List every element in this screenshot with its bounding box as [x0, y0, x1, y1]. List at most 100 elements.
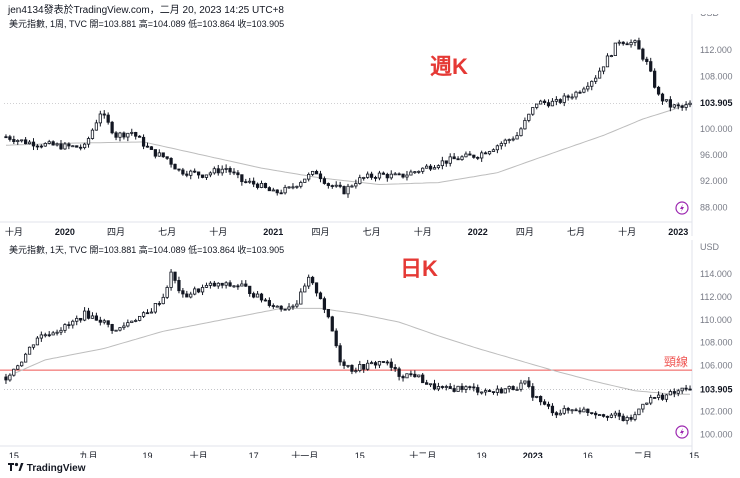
candle-body — [515, 135, 519, 140]
candle-body — [204, 284, 209, 288]
candle-body — [43, 143, 47, 147]
candle-body — [248, 285, 252, 294]
candle-body — [637, 40, 641, 50]
x-tick-label: 十月 — [209, 226, 227, 236]
candle-body — [228, 282, 232, 287]
candle-body — [189, 170, 193, 176]
moving-average-line — [5, 102, 691, 186]
candle-body — [594, 77, 598, 82]
candle-body — [161, 152, 165, 158]
candle-body — [122, 325, 126, 329]
candle-body — [362, 176, 366, 179]
candle-body — [664, 394, 669, 400]
candle-body — [259, 293, 264, 301]
candle-body — [141, 312, 146, 317]
candle-body — [314, 282, 319, 294]
candle-body — [554, 99, 558, 102]
candle-body — [181, 169, 185, 175]
candle-body — [629, 417, 633, 420]
candle-body — [208, 282, 213, 286]
candle-body — [165, 156, 169, 159]
candle-body — [55, 143, 59, 146]
candle-body — [511, 138, 515, 141]
candle-body — [358, 177, 362, 184]
chart-title: 週K — [430, 54, 468, 79]
candle-body — [31, 141, 36, 147]
candle-body — [177, 168, 181, 171]
candle-body — [204, 174, 209, 178]
candle-body — [47, 334, 51, 337]
candle-body — [460, 156, 464, 160]
y-tick-label: 108.000 — [700, 71, 733, 81]
x-tick-label: 四月 — [107, 227, 125, 236]
footer-brand[interactable]: TradingView — [8, 462, 86, 474]
candle-body — [546, 403, 551, 407]
candle-body — [425, 382, 429, 385]
candle-body — [629, 42, 633, 46]
candle-body — [220, 168, 224, 174]
candle-body — [236, 285, 240, 288]
candle-body — [558, 412, 562, 416]
candle-body — [299, 291, 303, 305]
x-tick-label: 2023 — [668, 227, 688, 236]
candle-body — [377, 361, 382, 366]
candle-body — [660, 93, 665, 102]
candle-body — [487, 390, 492, 392]
y-tick-label: 96.000 — [700, 150, 728, 160]
flash-badge-icon — [675, 425, 689, 439]
candle-body — [401, 376, 405, 379]
candle-body — [291, 186, 295, 189]
candle-body — [350, 185, 354, 188]
weekly-chart[interactable]: USD88.00092.00096.000100.000104.000108.0… — [0, 8, 740, 240]
candle-body — [562, 95, 566, 103]
x-tick-label: 十月 — [190, 450, 208, 458]
candle-body — [94, 315, 99, 321]
candle-body — [472, 154, 476, 158]
candle-body — [507, 139, 511, 141]
candle-body — [342, 186, 346, 195]
candle-body — [181, 290, 185, 295]
candle-body — [346, 185, 350, 195]
candle-body — [672, 104, 676, 108]
candle-body — [660, 394, 665, 400]
candle-body — [594, 412, 598, 416]
candle-body — [153, 303, 157, 313]
candle-body — [582, 408, 586, 413]
candle-body — [503, 139, 507, 144]
candle-body — [263, 182, 268, 188]
candle-body — [597, 70, 602, 79]
candle-body — [149, 146, 154, 150]
candle-body — [12, 139, 16, 142]
weekly-chart-panel: 美元指數, 1周, TVC 開=103.881 高=104.089 低=103.… — [0, 8, 740, 240]
candle-body — [507, 386, 511, 390]
candle-body — [86, 310, 91, 319]
candle-body — [334, 330, 338, 347]
candle-body — [409, 373, 413, 376]
candle-body — [625, 43, 629, 46]
candle-body — [574, 91, 578, 98]
daily-chart[interactable]: USD100.000102.000104.000106.000108.00011… — [0, 240, 740, 464]
candle-body — [263, 299, 268, 302]
candle-body — [193, 288, 197, 295]
x-tick-label: 16 — [583, 451, 593, 458]
candle-body — [193, 170, 197, 173]
candle-body — [354, 183, 358, 187]
candle-body — [240, 174, 244, 183]
candle-body — [102, 320, 106, 323]
candle-body — [169, 157, 173, 165]
candle-body — [8, 136, 12, 140]
candle-body — [177, 280, 181, 292]
candle-body — [373, 362, 378, 366]
candle-body — [220, 282, 224, 286]
candle-body — [86, 138, 91, 145]
candle-body — [609, 414, 614, 418]
candle-body — [342, 361, 346, 366]
tradingview-logo-icon — [8, 462, 24, 471]
candle-body — [283, 308, 287, 311]
candle-body — [98, 113, 102, 124]
candle-body — [126, 132, 130, 138]
candle-body — [114, 329, 118, 332]
last-price-tag — [694, 382, 738, 397]
x-tick-label: 2021 — [263, 227, 283, 236]
